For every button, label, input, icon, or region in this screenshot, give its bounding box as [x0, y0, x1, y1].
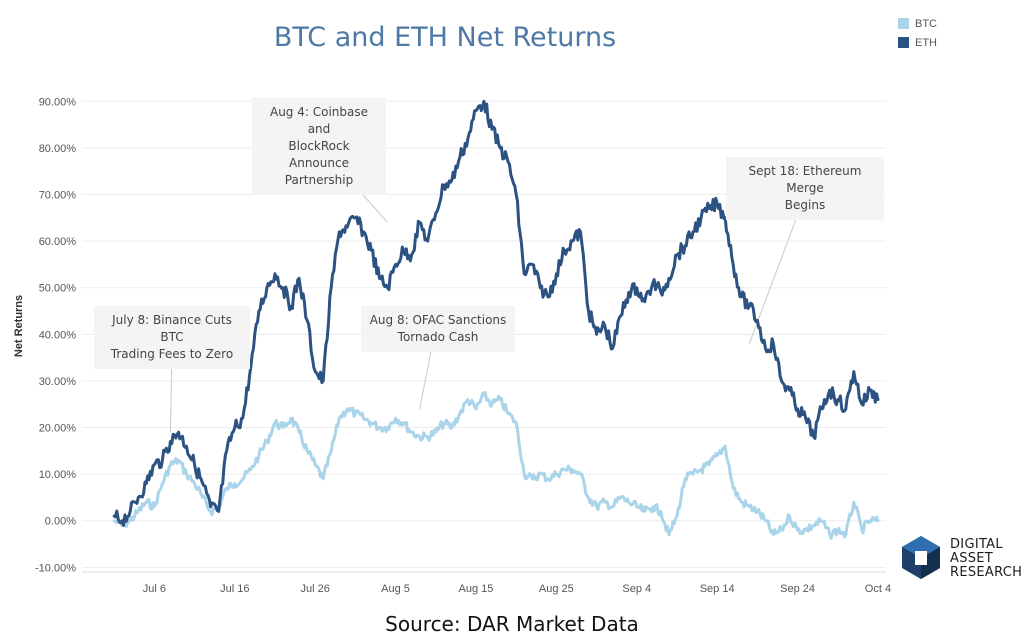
annotation-ofac-line1: Aug 8: OFAC Sanctions [369, 313, 507, 327]
legend-label-btc: BTC [915, 17, 937, 30]
y-tick-label: 70.00% [39, 190, 77, 202]
y-tick-label: 10.00% [39, 469, 77, 481]
y-tick-label: 30.00% [39, 376, 77, 388]
x-tick-label: Jul 6 [143, 583, 166, 595]
y-tick-label: 0.00% [45, 516, 76, 528]
annotation-ofac: Aug 8: OFAC Sanctions Tornado Cash [361, 306, 515, 352]
legend: BTC ETH [898, 14, 937, 52]
x-tick-label: Aug 15 [459, 583, 494, 595]
y-tick-label: 20.00% [39, 423, 77, 435]
series-line-btc [112, 391, 880, 540]
y-tick-label: 90.00% [39, 96, 77, 108]
legend-swatch-btc [898, 18, 909, 29]
annotation-merge-line2: Begins [784, 198, 826, 212]
annotation-merge-line1: Sept 18: Ethereum Merge [748, 164, 862, 195]
x-tick-label: Sep 14 [700, 583, 735, 595]
legend-item-eth: ETH [898, 33, 937, 52]
x-tick-label: Jul 16 [220, 583, 249, 595]
legend-item-btc: BTC [898, 14, 937, 33]
logo-text-asset: ASSET [950, 551, 994, 566]
x-tick-labels: Jul 6 Jul 16 Jul 26 Aug 5 Aug 15 Aug 25 Sep 4 S… [143, 583, 891, 595]
x-tick-label: Oct 4 [865, 583, 891, 595]
x-tick-label: Aug 5 [381, 583, 410, 595]
annotation-merge: Sept 18: Ethereum Merge Begins [726, 157, 884, 220]
series-line-eth [112, 99, 880, 527]
y-tick-label: 40.00% [39, 329, 77, 341]
annotation-coinbase-line3: Partnership [284, 173, 354, 187]
y-tick-labels: -10.00% 0.00% 10.00% 20.00% 30.00% 40.00% 50.0… [35, 96, 76, 574]
x-tick-label: Sep 24 [780, 583, 815, 595]
dar-logo: DIGITAL ASSET RESEARCH [898, 534, 1022, 580]
annotation-binance: July 8: Binance Cuts BTC Trading Fees to… [94, 306, 250, 369]
annotation-coinbase-line1: Aug 4: Coinbase and [269, 105, 368, 136]
x-tick-label: Sep 4 [622, 583, 651, 595]
dar-logo-mark-icon [902, 536, 940, 579]
y-tick-label: 80.00% [39, 143, 77, 155]
y-tick-label: -10.00% [35, 562, 76, 574]
logo-text-research: RESEARCH [950, 565, 1023, 580]
source-caption: Source: DAR Market Data [385, 612, 639, 636]
annotation-leader [419, 345, 433, 409]
chart-title: BTC and ETH Net Returns [273, 22, 617, 53]
series-lines [112, 99, 880, 540]
x-tick-label: Jul 26 [300, 583, 329, 595]
y-tick-label: 50.00% [39, 283, 77, 295]
annotation-binance-line1: July 8: Binance Cuts BTC [112, 313, 232, 344]
legend-label-eth: ETH [915, 36, 937, 49]
x-tick-label: Aug 25 [539, 583, 574, 595]
legend-swatch-eth [898, 37, 909, 48]
annotation-ofac-line2: Tornado Cash [397, 330, 479, 344]
annotation-coinbase: Aug 4: Coinbase and BlockRock Announce P… [252, 98, 386, 195]
annotation-coinbase-line2: BlockRock Announce [288, 139, 350, 170]
annotation-binance-line2: Trading Fees to Zero [110, 347, 234, 361]
logo-text-digital: DIGITAL [950, 537, 1003, 552]
y-tick-label: 60.00% [39, 236, 77, 248]
